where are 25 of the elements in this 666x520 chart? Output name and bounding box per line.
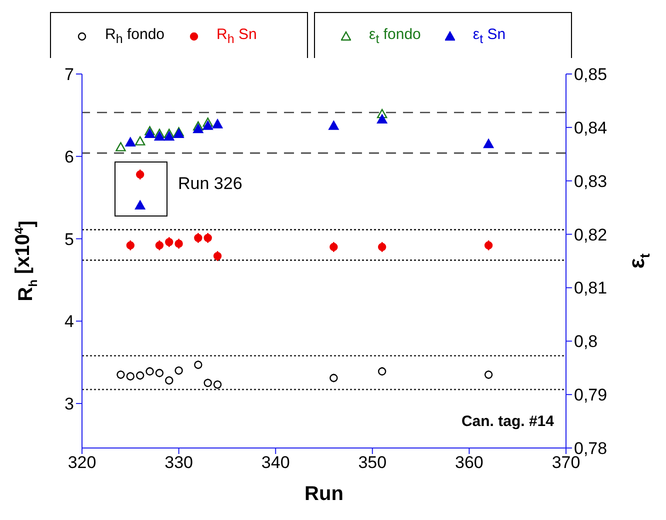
- y2-tick-label: 0,79: [574, 386, 608, 405]
- annotation: Run 326: [178, 174, 242, 193]
- x-tick-label: 360: [455, 453, 484, 472]
- x-tick-label: 330: [164, 453, 193, 472]
- legend-label: ε$_{t}$ Sn: [472, 26, 506, 46]
- x-axis-title: Run: [304, 483, 344, 505]
- x-tick-label: 370: [552, 453, 580, 472]
- y-tick-label: 7: [64, 65, 74, 84]
- x-tick-label: 340: [261, 453, 290, 472]
- y-tick-label: 5: [64, 230, 74, 249]
- x-tick-label: 350: [358, 453, 387, 472]
- y2-tick-label: 0,83: [574, 172, 608, 191]
- x-tick-label: 320: [68, 453, 96, 472]
- y2-tick-label: 0,82: [574, 225, 608, 244]
- y2-tick-label: 0,8: [574, 332, 598, 352]
- y-tick-label: 6: [64, 147, 74, 166]
- legend-label: ε$_{t}$ fondo: [369, 26, 421, 46]
- y2-tick-label: 0,85: [574, 65, 608, 84]
- annotation: Can. tag. #14: [461, 413, 555, 430]
- y2-tick-label: 0,81: [574, 278, 608, 298]
- y-tick-label: 3: [64, 394, 74, 414]
- legend-label: R$_{h}$ Sn: [216, 26, 257, 46]
- y2-tick-label: 0,84: [574, 118, 608, 138]
- y-tick-label: 4: [64, 312, 74, 332]
- legend-label: R$_{h}$ fondo: [105, 26, 165, 46]
